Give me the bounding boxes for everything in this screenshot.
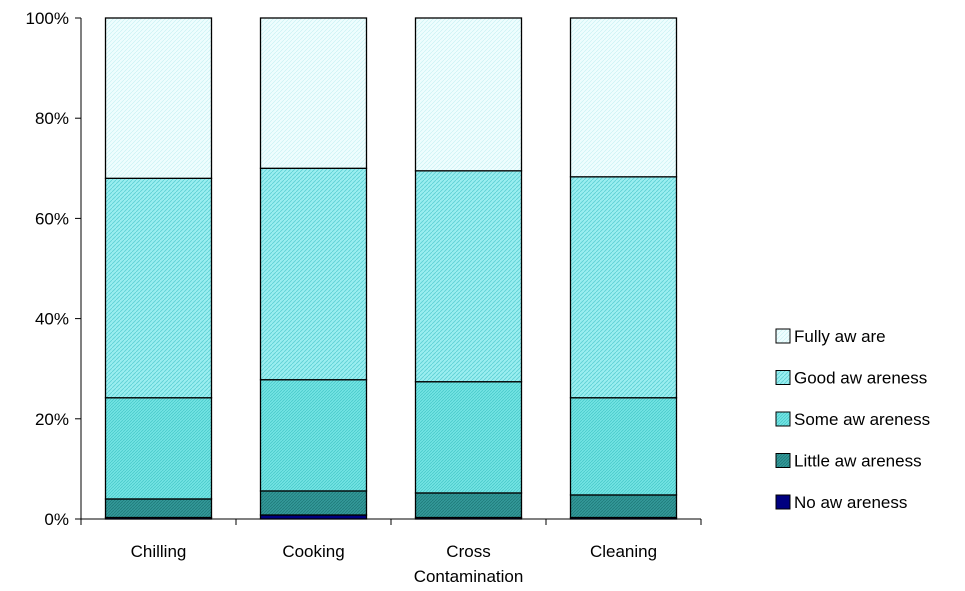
y-tick-label: 0% — [44, 510, 69, 529]
y-tick-label: 20% — [35, 410, 69, 429]
y-tick-label: 40% — [35, 310, 69, 329]
legend-swatch-good-aw-areness — [775, 370, 791, 385]
y-tick-label: 80% — [35, 109, 69, 128]
legend-label-good-aw-areness: Good aw areness — [794, 369, 927, 388]
bar-segment-chilling-some-aw-areness — [104, 397, 213, 500]
legend-swatch-fully-aw-are — [775, 328, 791, 344]
bar-segment-cooking-fully-aw-are — [259, 17, 368, 169]
x-tick-label: Cleaning — [590, 542, 657, 561]
y-tick-label: 60% — [35, 209, 69, 228]
bar-segment-cooking-little-aw-areness — [259, 490, 368, 516]
bar-segment-cooking-some-aw-areness — [259, 379, 368, 492]
bar-segment-chilling-little-aw-areness — [104, 498, 213, 519]
bar-segment-cleaning-good-aw-areness — [569, 176, 678, 399]
bar-segment-chilling-fully-aw-are — [104, 17, 213, 179]
plot-area — [104, 17, 678, 520]
legend-label-little-aw-areness: Little aw areness — [794, 452, 922, 471]
legend-label-some-aw-areness: Some aw areness — [794, 410, 930, 429]
legend-label-no-aw-areness: No aw areness — [794, 493, 907, 512]
bar-segment-cooking-good-aw-areness — [259, 167, 368, 381]
bar-segment-cross-contamination-fully-aw-are — [414, 17, 523, 172]
legend-swatch-some-aw-areness — [775, 411, 791, 427]
legend-swatch-little-aw-areness — [775, 453, 791, 468]
bar-segment-cleaning-little-aw-areness — [569, 494, 678, 519]
bar-segment-cleaning-some-aw-areness — [569, 397, 678, 496]
x-tick-label: Cross Contamination — [414, 542, 524, 586]
axes: 0% 20% 40% 60% 80% 100% Chilling Cooking Cross Co… — [26, 9, 702, 586]
y-tick-label: 100% — [26, 9, 69, 28]
bar-segment-cleaning-fully-aw-are — [569, 17, 678, 178]
bar-segment-cross-contamination-little-aw-areness — [414, 492, 523, 519]
x-tick-label: Cooking — [282, 542, 344, 561]
legend-swatch-no-aw-areness — [775, 494, 791, 510]
bar-segment-cross-contamination-some-aw-areness — [414, 381, 523, 494]
bar-segment-cross-contamination-good-aw-areness — [414, 170, 523, 383]
x-tick-label: Chilling — [131, 542, 187, 561]
bar-segment-chilling-good-aw-areness — [104, 177, 213, 399]
legend-label-fully-aw-are: Fully aw are — [794, 327, 886, 346]
legend: Fully aw are Good aw areness Some aw arene… — [775, 327, 930, 512]
